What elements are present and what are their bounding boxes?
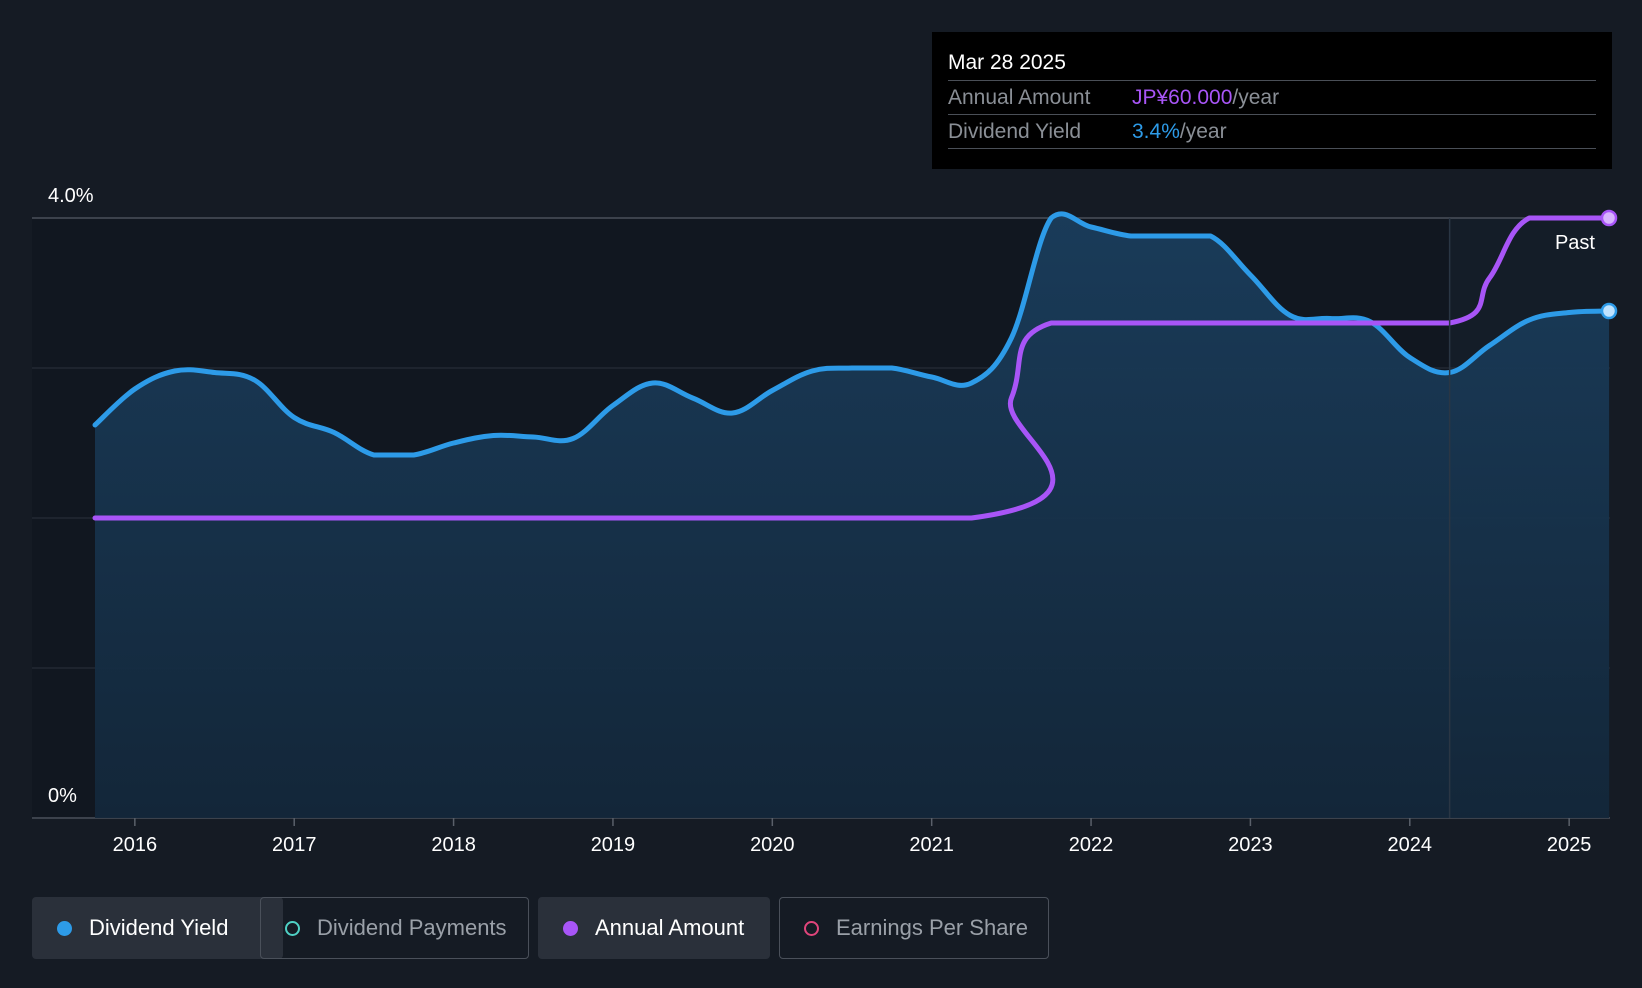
x-tick-label: 2018 bbox=[431, 834, 476, 856]
legend-dot-icon bbox=[563, 921, 578, 936]
tooltip-value: 3.4% bbox=[1132, 120, 1180, 143]
tooltip-date: Mar 28 2025 bbox=[948, 46, 1596, 81]
x-tick-label: 2022 bbox=[1069, 834, 1114, 856]
legend-label: Dividend Yield bbox=[89, 915, 229, 940]
tooltip-label: Dividend Yield bbox=[948, 120, 1082, 143]
tooltip-value: JP¥60.000 bbox=[1132, 86, 1233, 109]
legend-dividend-yield-button[interactable]: Dividend Yield bbox=[32, 897, 283, 959]
y-axis-label-top: 4.0% bbox=[48, 185, 94, 207]
annual-amount-line bbox=[92, 215, 1612, 521]
tooltip-row-annual-amount: Annual Amount JP¥60.000/year bbox=[948, 81, 1596, 115]
dividend-yield-line bbox=[92, 211, 1612, 458]
legend-dot-icon bbox=[57, 921, 72, 936]
x-tick-label: 2024 bbox=[1388, 834, 1433, 856]
y-axis-label-bottom: 0% bbox=[48, 785, 77, 807]
dividend-yield-end-marker bbox=[1600, 302, 1618, 320]
legend-label: Earnings Per Share bbox=[836, 915, 1028, 940]
tooltip-unit: /year bbox=[1179, 120, 1227, 143]
x-tick-label: 2020 bbox=[750, 834, 795, 856]
legend-dividend-payments-button[interactable]: Dividend Payments bbox=[260, 897, 529, 959]
past-region-label: Past bbox=[1555, 232, 1595, 254]
x-tick-label: 2023 bbox=[1228, 834, 1273, 856]
legend-label: Dividend Payments bbox=[317, 915, 507, 940]
x-tick-label: 2021 bbox=[909, 834, 954, 856]
x-axis: 2016 2017 2018 2019 2020 2021 2022 2023 2024 2025 bbox=[113, 818, 1592, 856]
x-tick-label: 2016 bbox=[113, 834, 158, 856]
x-tick-label: 2019 bbox=[591, 834, 636, 856]
legend-ring-icon bbox=[804, 921, 819, 936]
x-tick-label: 2025 bbox=[1547, 834, 1592, 856]
tooltip: Mar 28 2025 Annual Amount JP¥60.000/year … bbox=[932, 32, 1612, 169]
legend-earnings-per-share-button[interactable]: Earnings Per Share bbox=[779, 897, 1049, 959]
tooltip-row-dividend-yield: Dividend Yield 3.4%/year bbox=[948, 115, 1596, 149]
legend-label: Annual Amount bbox=[595, 915, 745, 940]
annual-amount-end-marker bbox=[1600, 209, 1618, 227]
tooltip-label: Annual Amount bbox=[948, 86, 1091, 109]
legend-ring-icon bbox=[285, 921, 300, 936]
x-tick-label: 2017 bbox=[272, 834, 317, 856]
legend-annual-amount-button[interactable]: Annual Amount bbox=[538, 897, 770, 959]
tooltip-unit: /year bbox=[1232, 86, 1280, 109]
